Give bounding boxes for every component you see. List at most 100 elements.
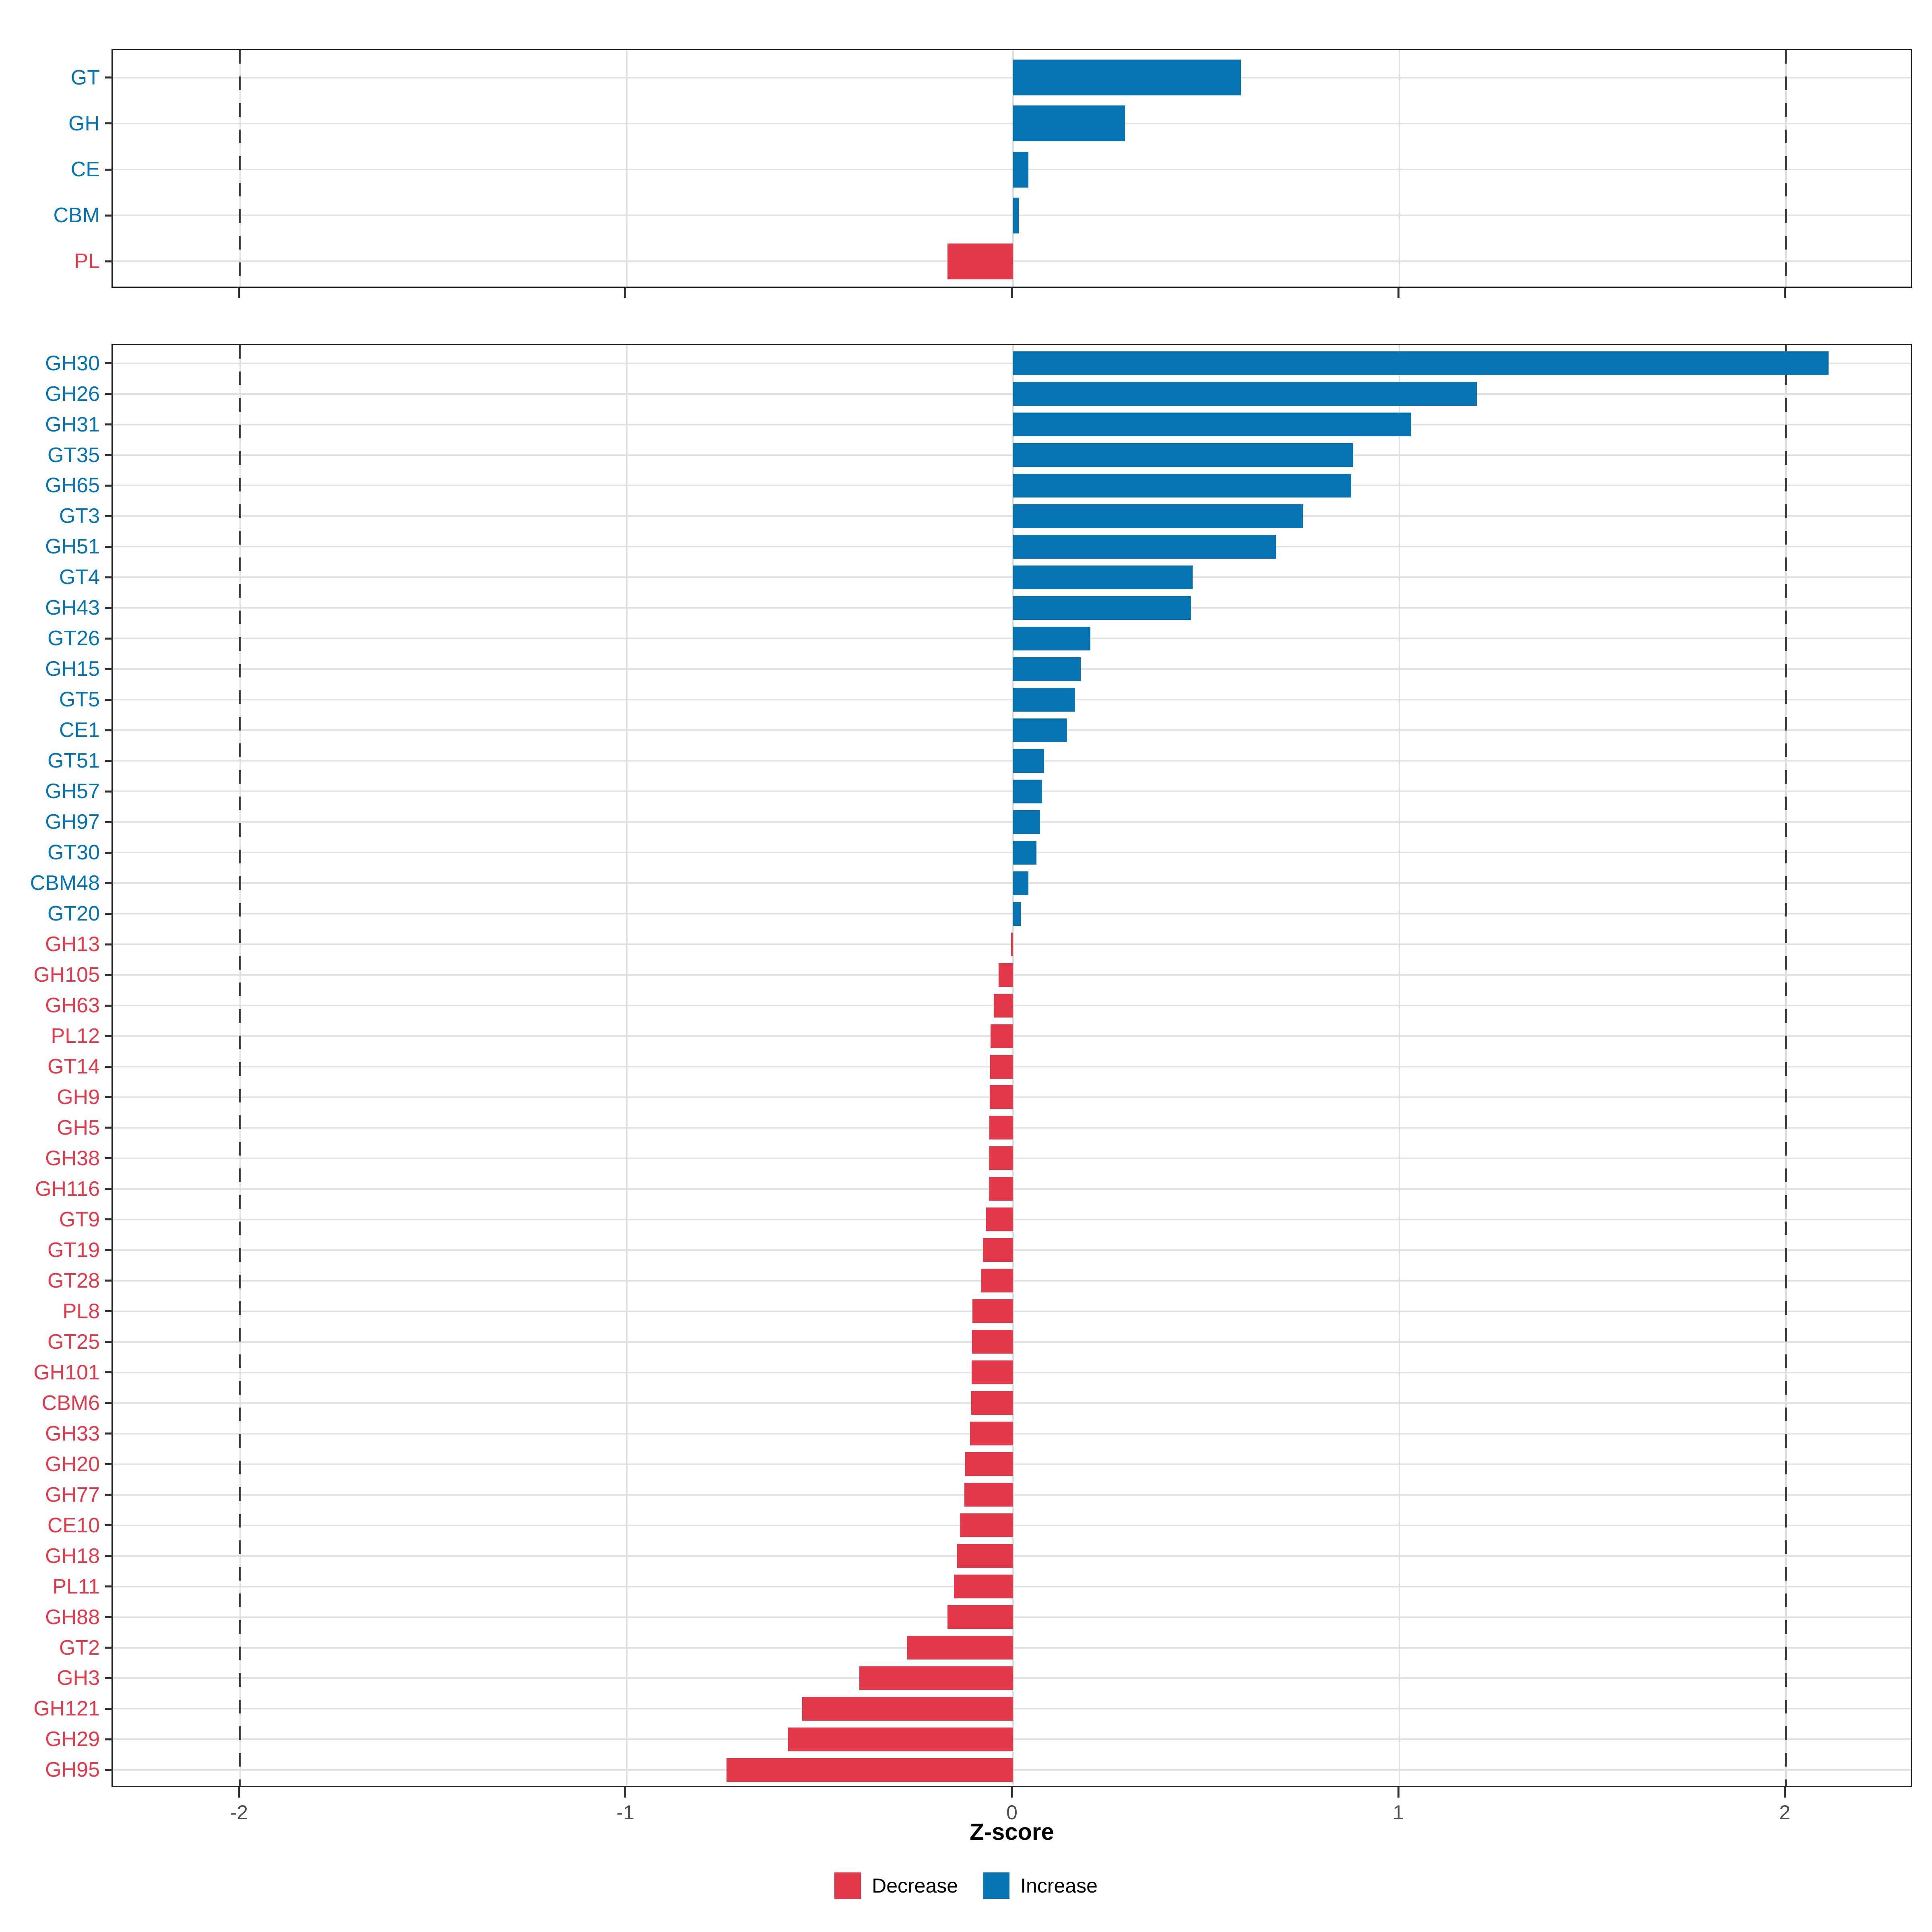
bar-GT14 — [990, 1055, 1013, 1079]
gridline-row-CE — [113, 169, 1911, 170]
bar-GH5 — [989, 1116, 1013, 1140]
row-label-CE10: CE10 — [47, 1513, 100, 1537]
panel-class-level: GT GH CE CBM PL — [53, 49, 1912, 288]
bar-CBM48 — [1013, 871, 1029, 895]
row-label-GH57: GH57 — [45, 780, 100, 803]
bar-GH43 — [1013, 596, 1191, 620]
y-tick-GH51 — [105, 545, 113, 548]
bar-GT19 — [983, 1238, 1013, 1262]
y-tick-GH26 — [105, 393, 113, 395]
gridline-row-GH43 — [113, 607, 1911, 609]
gridline-row-GH15 — [113, 668, 1911, 670]
row-label-CE: CE — [70, 158, 100, 181]
y-tick-GT26 — [105, 637, 113, 640]
y-tick-GT30 — [105, 851, 113, 854]
row-label-GT20: GT20 — [47, 902, 100, 926]
gridline-row-CBM — [113, 215, 1911, 217]
bar-GT26 — [1013, 626, 1091, 650]
bar-GH101 — [972, 1360, 1013, 1385]
row-label-GH31: GH31 — [45, 413, 100, 436]
dashed-guide--2 — [239, 50, 242, 287]
y-tick-GH15 — [105, 668, 113, 670]
bar-GH31 — [1013, 413, 1411, 437]
y-tick-GT2 — [105, 1647, 113, 1649]
bar-GH63 — [993, 993, 1013, 1018]
y-tick-PL11 — [105, 1585, 113, 1588]
row-label-GT30: GT30 — [47, 841, 100, 865]
row-label-PL11: PL11 — [52, 1575, 100, 1598]
row-label-GH121: GH121 — [33, 1697, 100, 1721]
bar-GT28 — [981, 1269, 1013, 1293]
gridline-row-CE1 — [113, 729, 1911, 731]
bar-GH20 — [965, 1452, 1013, 1476]
y-tick-GT9 — [105, 1218, 113, 1221]
row-label-GH9: GH9 — [57, 1085, 100, 1109]
row-label-GT28: GT28 — [47, 1269, 100, 1292]
bar-CBM — [1013, 197, 1019, 233]
y-tick-CBM48 — [105, 882, 113, 884]
gridline-row-GT51 — [113, 760, 1911, 762]
row-label-PL: PL — [74, 250, 100, 273]
bar-PL12 — [991, 1024, 1013, 1048]
x-axis-tick-2 — [1783, 288, 1786, 298]
legend-label-increase: Increase — [1020, 1874, 1098, 1897]
bar-GH95 — [726, 1758, 1013, 1782]
bar-GT51 — [1013, 749, 1044, 773]
y-tick-GH13 — [105, 943, 113, 945]
y-tick-GH101 — [105, 1371, 113, 1374]
y-tick-CE — [105, 168, 113, 171]
y-tick-GH88 — [105, 1616, 113, 1618]
row-label-GH33: GH33 — [45, 1422, 100, 1445]
gridline-x-1 — [1399, 345, 1401, 1786]
gridline-row-GT35 — [113, 454, 1911, 456]
gridline-x--1 — [625, 50, 627, 287]
bar-GH29 — [788, 1727, 1013, 1751]
y-tick-CE10 — [105, 1524, 113, 1527]
bar-GH97 — [1013, 810, 1040, 834]
legend: Decrease Increase — [0, 1872, 1932, 1899]
gridline-row-GH57 — [113, 791, 1911, 793]
x-axis-tick-label--1: -1 — [616, 1801, 635, 1824]
bar-GT — [1013, 60, 1241, 96]
legend-entry-decrease: Decrease — [834, 1872, 958, 1899]
gridline-row-GT26 — [113, 638, 1911, 640]
row-label-GT5: GT5 — [59, 688, 100, 712]
y-tick-GT5 — [105, 698, 113, 701]
y-tick-GT25 — [105, 1341, 113, 1343]
x-axis-title: Z-score — [970, 1819, 1054, 1845]
row-label-GH26: GH26 — [45, 382, 100, 406]
row-label-CBM6: CBM6 — [41, 1391, 100, 1415]
row-label-GH43: GH43 — [45, 596, 100, 620]
bar-GH15 — [1013, 657, 1081, 681]
x-axis-tick--1 — [624, 1787, 627, 1798]
y-tick-CBM6 — [105, 1402, 113, 1404]
y-tick-GH121 — [105, 1707, 113, 1710]
row-label-GH101: GH101 — [33, 1360, 100, 1384]
y-tick-GT35 — [105, 454, 113, 456]
row-label-GH5: GH5 — [57, 1116, 100, 1139]
y-tick-GT3 — [105, 515, 113, 517]
x-axis-tick-0 — [1011, 288, 1013, 298]
row-label-CBM: CBM — [53, 204, 100, 227]
gridline-row-GH51 — [113, 546, 1911, 548]
x-axis: -2 -1 0 1 2 — [111, 1787, 1912, 1835]
bar-GT4 — [1013, 565, 1193, 589]
row-label-GH29: GH29 — [45, 1728, 100, 1751]
bar-GH13 — [1011, 932, 1013, 956]
gridline-row-GH31 — [113, 423, 1911, 425]
legend-swatch-increase — [983, 1872, 1010, 1899]
row-label-GT9: GT9 — [59, 1208, 100, 1231]
x-axis-tick-label-1: 1 — [1393, 1801, 1404, 1824]
gridline-row-GH — [113, 122, 1911, 124]
bar-CE — [1013, 151, 1029, 188]
x-axis-tick-label--2: -2 — [230, 1801, 248, 1824]
row-label-GH77: GH77 — [45, 1483, 100, 1507]
panel-family-level: GH30 GH26 GH31 GT35 GH65 GT3 GH51 GT4 GH43 GT26 GH… — [30, 344, 1912, 1787]
dashed-guide-2 — [1785, 345, 1787, 1786]
y-tick-GH105 — [105, 974, 113, 976]
bar-GH57 — [1013, 779, 1042, 803]
y-tick-GH5 — [105, 1127, 113, 1129]
bar-GH33 — [970, 1422, 1013, 1446]
bar-GH65 — [1013, 473, 1352, 497]
